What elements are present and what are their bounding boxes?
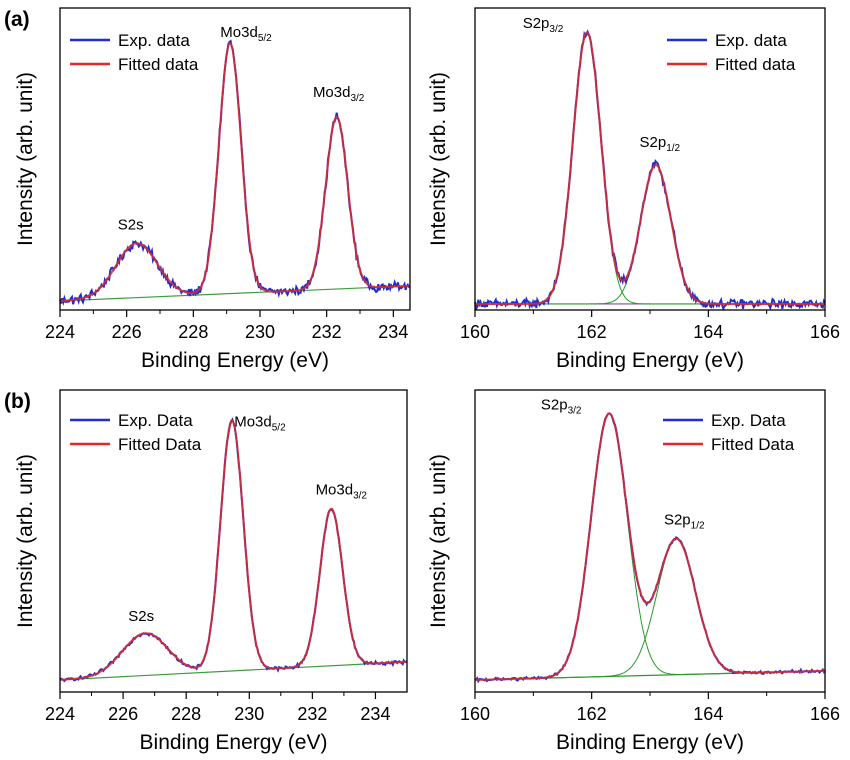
peak-label: S2p3/2 [541,396,582,416]
chart-4: 160 162 164 166 Binding Energy (eV) Intensity… [427,389,840,754]
x-tick-label: 224 [45,704,75,724]
x-tick-label: 226 [112,322,142,342]
chart-1: 224 226 228 230 232 234 Binding Energy (eV) Int… [14,7,411,372]
legend-label: Exp. data [715,31,787,50]
x-tick-label: 164 [693,704,723,724]
x-axis-label: Binding Energy (eV) [556,349,744,372]
x-axis-label: Binding Energy (eV) [140,731,328,754]
peak-label: Mo3d3/2 [313,84,365,104]
background-line [59,285,411,302]
y-axis-label: Intensity (arb. unit) [14,454,37,628]
x-tick-label: 234 [378,322,408,342]
peak-label: S2s [118,216,144,233]
component-peak-2 [475,538,825,681]
chart-3: 224 226 228 230 232 234 Binding Energy (eV) Int… [14,389,408,754]
x-tick-label: 162 [577,322,607,342]
panel-label-b: (b) [4,390,31,413]
series-fitted-data [59,42,411,302]
legend-label: Exp. data [118,31,190,50]
y-axis-label: Intensity (arb. unit) [14,72,37,246]
x-axis-label: Binding Energy (eV) [141,349,329,372]
x-tick-label: 234 [360,704,390,724]
legend-label: Fitted data [118,55,199,74]
x-tick-label: 230 [234,704,264,724]
y-axis-label: Intensity (arb. unit) [427,72,450,246]
x-tick-label: 224 [45,322,75,342]
plot-frame [59,7,411,311]
y-axis-label: Intensity (arb. unit) [427,454,450,628]
x-tick-label: 164 [693,322,723,342]
x-tick-label: 166 [810,704,840,724]
x-tick-label: 232 [312,322,342,342]
peak-label: Mo3d5/2 [220,24,272,44]
series-exp-data [59,39,411,307]
x-tick-label: 230 [245,322,275,342]
peak-label: Mo3d5/2 [234,413,286,433]
x-tick-label: 166 [810,322,840,342]
legend-label: Exp. Data [711,411,786,430]
x-tick-label: 226 [108,704,138,724]
peak-label: S2p1/2 [640,134,681,154]
plot-frame [59,389,408,693]
x-axis-label: Binding Energy (eV) [556,731,744,754]
x-tick-label: 160 [460,704,490,724]
x-tick-label: 228 [171,704,201,724]
peak-label: Mo3d3/2 [316,482,368,502]
x-tick-label: 228 [178,322,208,342]
peak-label: S2p1/2 [664,512,705,532]
x-tick-label: 232 [297,704,327,724]
x-tick-label: 162 [577,704,607,724]
x-tick-label: 160 [460,322,490,342]
background-line [59,661,408,681]
peak-label: S2s [128,608,154,625]
chart-2: 160 162 164 166 Binding Energy (eV) Intensity… [427,7,840,372]
series-fitted-data [475,31,825,305]
legend-label: Fitted data [715,55,796,74]
series-fitted-data [475,412,825,681]
plot-frame [474,7,826,311]
charts-layer: 224 226 228 230 232 234 Binding Energy (eV) Int… [14,7,840,754]
series-fitted-data [59,419,408,681]
legend-label: Fitted Data [118,435,202,454]
legend-label: Fitted Data [711,435,795,454]
legend-label: Exp. Data [118,411,193,430]
panel-label-a: (a) [4,8,30,31]
component-peak-2 [475,164,825,305]
series-exp-data [59,417,408,683]
peak-label: S2p3/2 [523,15,564,35]
